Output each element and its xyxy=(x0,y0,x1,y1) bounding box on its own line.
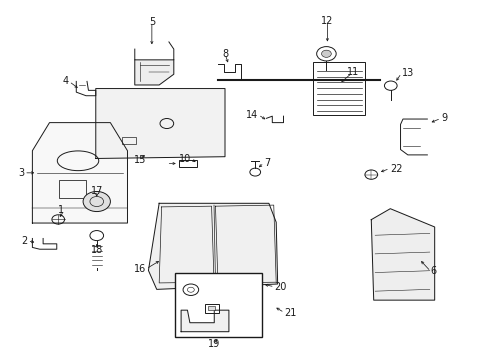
Text: 5: 5 xyxy=(148,17,155,27)
Text: 10: 10 xyxy=(178,154,190,164)
Circle shape xyxy=(321,50,330,57)
Text: 4: 4 xyxy=(62,76,69,86)
Bar xyxy=(59,180,86,198)
Text: 15: 15 xyxy=(133,155,145,165)
Bar xyxy=(204,303,219,312)
Polygon shape xyxy=(148,203,277,289)
Text: 18: 18 xyxy=(90,245,102,255)
Text: 11: 11 xyxy=(346,67,358,77)
Text: 9: 9 xyxy=(440,113,446,123)
Text: 3: 3 xyxy=(18,168,24,178)
Circle shape xyxy=(316,46,335,61)
Bar xyxy=(175,273,262,337)
Bar xyxy=(178,159,197,167)
Text: 16: 16 xyxy=(134,264,146,274)
Bar xyxy=(122,136,136,144)
Bar xyxy=(312,62,365,116)
Bar xyxy=(208,306,215,310)
Polygon shape xyxy=(135,60,173,85)
Text: 17: 17 xyxy=(90,186,103,196)
Text: 20: 20 xyxy=(274,282,286,292)
Text: 22: 22 xyxy=(389,163,402,174)
Text: 14: 14 xyxy=(245,110,258,120)
Text: 2: 2 xyxy=(21,236,27,246)
Polygon shape xyxy=(181,310,228,332)
Text: 7: 7 xyxy=(264,158,270,168)
Text: 6: 6 xyxy=(430,266,436,276)
Polygon shape xyxy=(370,209,434,300)
Text: 12: 12 xyxy=(321,17,333,27)
Circle shape xyxy=(83,192,110,212)
Text: 21: 21 xyxy=(284,308,296,318)
Text: 8: 8 xyxy=(222,49,227,59)
Text: 13: 13 xyxy=(401,68,413,78)
Text: 19: 19 xyxy=(207,339,220,349)
Text: 1: 1 xyxy=(58,206,64,216)
Polygon shape xyxy=(96,89,224,158)
Polygon shape xyxy=(32,123,127,223)
